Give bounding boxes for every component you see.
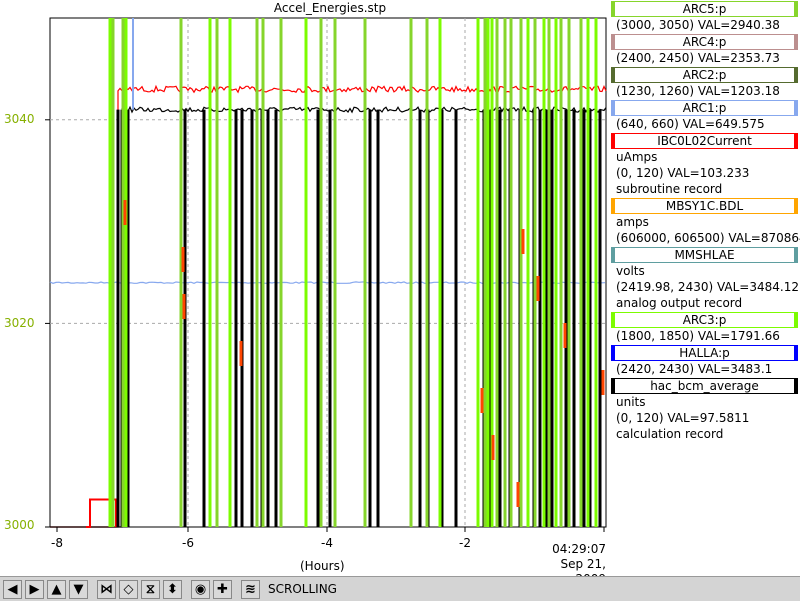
legend-item-halla-p[interactable]: HALLA:p (611, 345, 798, 361)
legend-detail: analog output record (616, 296, 743, 310)
toolbar: ◀ ▶ ▲ ▼ ⋈ ◇ ⧖ ⬍ ◉ ✚ ≋ SCROLLING (0, 576, 800, 601)
legend-item-arc4-p[interactable]: ARC4:p (611, 34, 798, 50)
plot-title: Accel_Energies.stp (273, 1, 387, 15)
y-tick-3040: 3040 (4, 112, 35, 126)
legend-item-arc2-p[interactable]: ARC2:p (611, 67, 798, 83)
pan-left-button[interactable]: ◀ (3, 579, 22, 599)
legend-detail: subroutine record (616, 182, 723, 196)
legend-item-hac-bcm-average[interactable]: hac_bcm_average (611, 378, 798, 394)
time-clock: 04:29:07 (552, 542, 606, 556)
legend-detail: (1800, 1850) VAL=1791.66 (616, 329, 780, 343)
zoom-out-y-button[interactable]: ⬍ (163, 579, 182, 599)
axis-ticks (45, 119, 605, 532)
legend-item-mmshlae[interactable]: MMSHLAE (611, 247, 798, 263)
x-tick-4: -4 (321, 536, 333, 550)
mode-label: SCROLLING (268, 582, 337, 596)
legend-item-ibc0l02current[interactable]: IBC0L02Current (611, 133, 798, 149)
trace-red-step (86, 498, 117, 528)
crosshair-button[interactable]: ✚ (213, 579, 232, 599)
legend-detail: calculation record (616, 427, 724, 441)
legend-detail: (0, 120) VAL=103.233 (616, 166, 750, 180)
legend-detail: (3000, 3050) VAL=2940.38 (616, 18, 780, 32)
y-tick-3000: 3000 (4, 518, 35, 532)
x-tick-2: -2 (459, 536, 471, 550)
legend-panel: ARC5:p (3000, 3050) VAL=2940.38 ARC4:p (240… (611, 0, 800, 442)
pan-down-button[interactable]: ▼ (69, 579, 88, 599)
legend-detail: (1230, 1260) VAL=1203.18 (616, 84, 780, 98)
legend-detail: (2400, 2450) VAL=2353.73 (616, 51, 780, 65)
trace-ibc0l02current (50, 84, 607, 528)
auto-scale-button[interactable]: ◉ (191, 579, 210, 599)
legend-item-arc3-p[interactable]: ARC3:p (611, 312, 798, 328)
zoom-out-x-button[interactable]: ◇ (119, 579, 138, 599)
grid-lines (50, 18, 606, 527)
zoom-in-x-button[interactable]: ⋈ (97, 579, 116, 599)
legend-detail: (640, 660) VAL=649.575 (616, 117, 765, 131)
legend-detail: (2419.98, 2430) VAL=3484.12 (616, 280, 799, 294)
legend-detail: units (616, 395, 646, 409)
zoom-in-y-button[interactable]: ⧖ (141, 579, 160, 599)
legend-item-arc5-p[interactable]: ARC5:p (611, 1, 798, 17)
trace-hac-bcm-average (50, 105, 607, 528)
x-axis-units: (Hours) (300, 559, 345, 573)
legend-detail: amps (616, 215, 649, 229)
pan-right-button[interactable]: ▶ (25, 579, 44, 599)
legend-item-arc1-p[interactable]: ARC1:p (611, 100, 798, 116)
legend-detail: volts (616, 264, 645, 278)
legend-item-mbsy1c-bdl[interactable]: MBSY1C.BDL (611, 198, 798, 214)
legend-detail: (2420, 2430) VAL=3483.1 (616, 362, 773, 376)
y-tick-3020: 3020 (4, 316, 35, 330)
pan-up-button[interactable]: ▲ (47, 579, 66, 599)
x-tick-8: -8 (51, 536, 63, 550)
strip-chart[interactable] (0, 0, 611, 576)
legend-detail: (0, 120) VAL=97.5811 (616, 411, 750, 425)
plot-area (49, 17, 607, 528)
legend-detail: (606000, 606500) VAL=870864 (616, 231, 800, 245)
stagger-button[interactable]: ≋ (241, 579, 260, 599)
legend-detail: uAmps (616, 150, 658, 164)
traces (49, 18, 607, 528)
x-tick-6: -6 (182, 536, 194, 550)
